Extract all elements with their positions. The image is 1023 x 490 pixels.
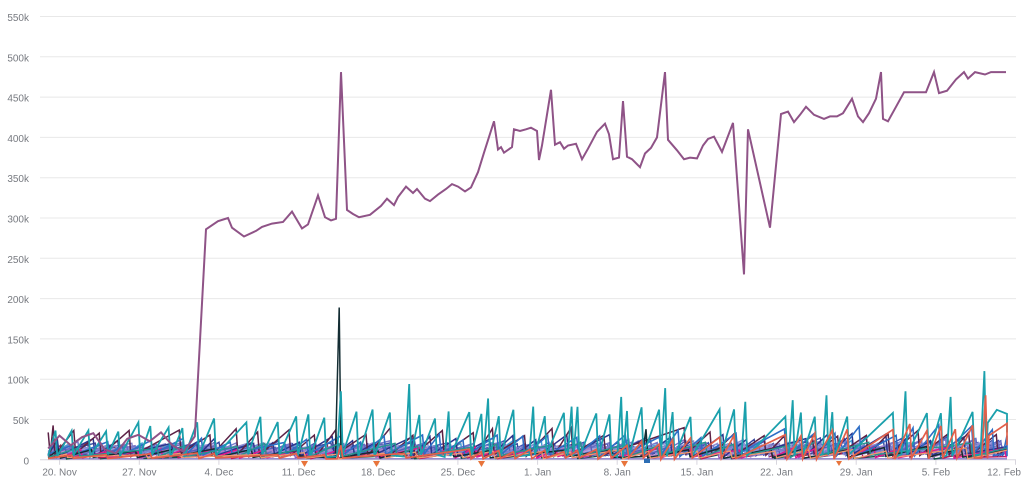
svg-text:29. Jan: 29. Jan [840, 468, 873, 479]
svg-text:100k: 100k [7, 376, 30, 387]
svg-text:50k: 50k [13, 416, 30, 427]
svg-text:200k: 200k [7, 295, 30, 306]
svg-text:25. Dec: 25. Dec [441, 468, 475, 479]
svg-text:12. Feb: 12. Feb [987, 468, 1021, 479]
svg-text:400k: 400k [7, 134, 30, 145]
svg-text:5. Feb: 5. Feb [922, 468, 951, 479]
svg-text:450k: 450k [7, 94, 30, 105]
svg-text:4. Dec: 4. Dec [204, 468, 233, 479]
svg-text:350k: 350k [7, 174, 30, 185]
svg-text:0: 0 [23, 456, 29, 467]
svg-text:11. Dec: 11. Dec [282, 468, 316, 479]
svg-text:22. Jan: 22. Jan [760, 468, 793, 479]
svg-text:150k: 150k [7, 335, 30, 346]
svg-text:20. Nov: 20. Nov [42, 468, 76, 479]
svg-text:300k: 300k [7, 215, 30, 226]
svg-text:550k: 550k [7, 13, 30, 24]
svg-text:8. Jan: 8. Jan [604, 468, 631, 479]
svg-text:1. Jan: 1. Jan [524, 468, 551, 479]
svg-text:18. Dec: 18. Dec [361, 468, 395, 479]
svg-text:250k: 250k [7, 255, 30, 266]
svg-text:15. Jan: 15. Jan [680, 468, 713, 479]
svg-text:27. Nov: 27. Nov [122, 468, 156, 479]
svg-text:500k: 500k [7, 53, 30, 64]
